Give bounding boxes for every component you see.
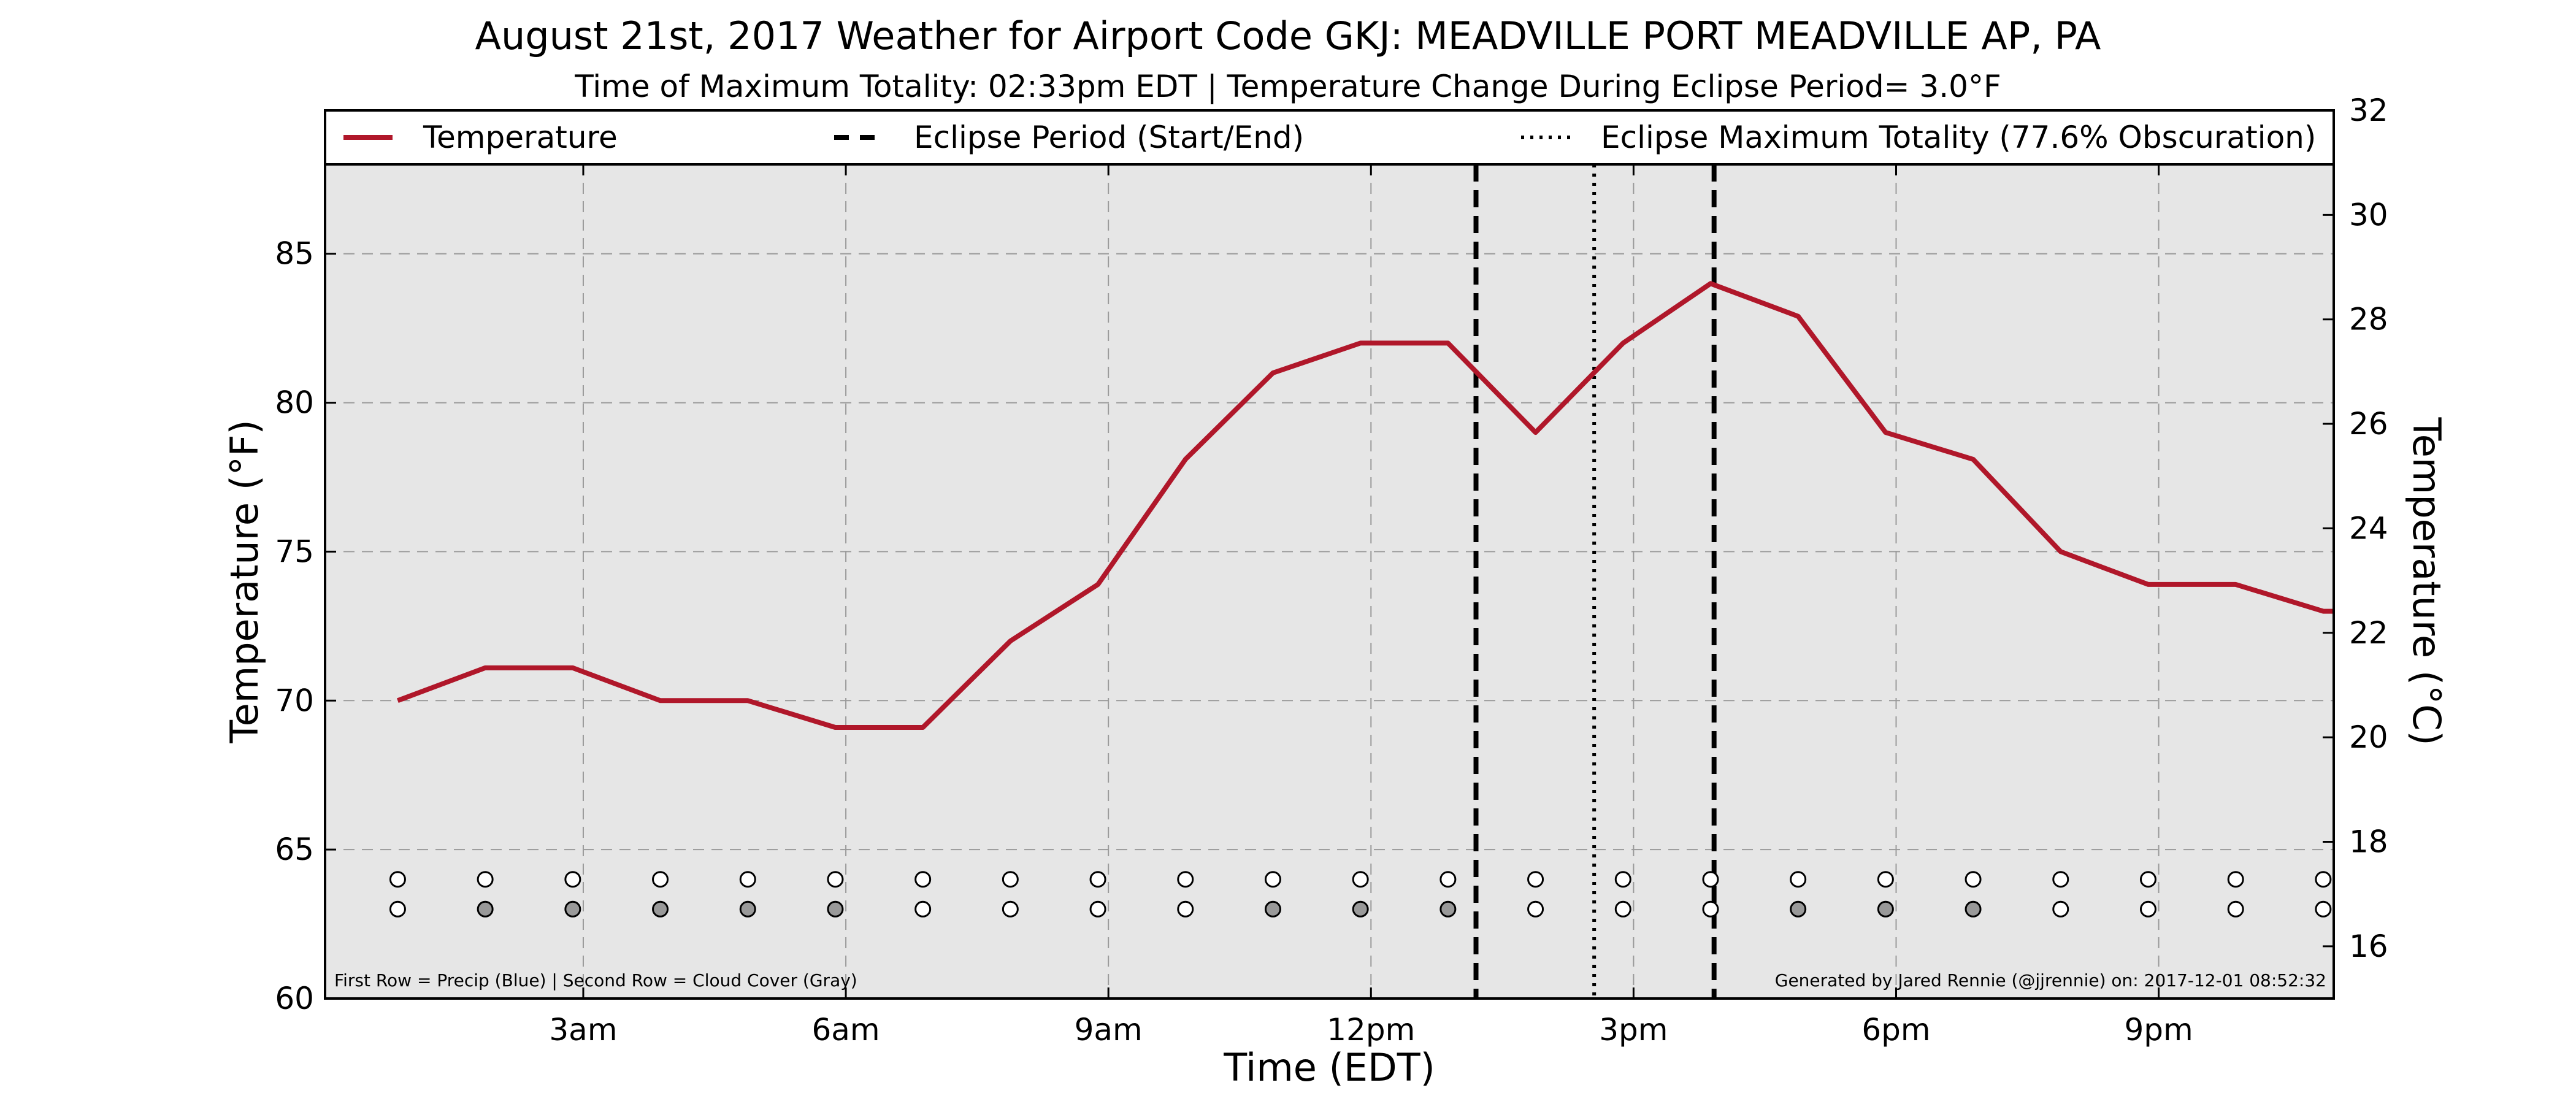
footnote-left: First Row = Precip (Blue) | Second Row =… [334,970,857,991]
cloud-cover-marker [2227,900,2244,918]
chart-subtitle: Time of Maximum Totality: 02:33pm EDT | … [574,69,2001,104]
legend: Temperature Eclipse Period (Start/End) E… [324,109,2335,166]
x-tick-label: 9pm [2124,1012,2193,1048]
precip-marker [2052,871,2069,888]
x-tick-label: 6am [811,1012,880,1048]
y-tick-label-right: 16 [2349,929,2388,964]
y-tick-label-right: 30 [2349,197,2388,232]
y-tick-label-right: 28 [2349,302,2388,337]
cloud-cover-marker [564,900,581,918]
precip-marker [2139,871,2156,888]
cloud-cover-marker [652,900,669,918]
temperature-series-line [396,281,2334,730]
x-axis-label: Time (EDT) [1223,1045,1435,1090]
y-tick-label-right: 18 [2349,824,2388,859]
precip-marker [1790,871,1807,888]
plot-area [325,164,2334,999]
precip-marker [1702,871,1719,888]
y-tick-label: 70 [275,683,314,718]
precip-marker [564,871,581,888]
cloud-cover-marker [1702,900,1719,918]
footnote-right: Generated by Jared Rennie (@jjrennie) on… [1775,970,2326,991]
precip-marker [389,871,406,888]
cloud-cover-marker [1002,900,1019,918]
legend-temperature-label: Temperature [423,120,618,155]
y-tick-label-right: 20 [2349,719,2388,755]
x-tick-label: 12pm [1327,1012,1415,1048]
cloud-cover-marker [1352,900,1369,918]
y-tick-label-right: 26 [2349,406,2388,442]
y-tick-label-right: 32 [2349,93,2388,128]
cloud-cover-marker [1264,900,1281,918]
precip-marker [1352,871,1369,888]
cloud-cover-marker [1965,900,1982,918]
precip-marker [1965,871,1982,888]
cloud-cover-marker [1614,900,1631,918]
precip-marker [1264,871,1281,888]
weather-markers [389,871,2332,918]
y-tick-label: 85 [275,236,314,272]
precip-marker [827,871,844,888]
cloud-cover-marker [2139,900,2156,918]
y-tick-label: 75 [275,534,314,569]
precip-marker [1614,871,1631,888]
precip-marker [2227,871,2244,888]
cloud-cover-marker [1177,900,1194,918]
cloud-cover-marker [1439,900,1457,918]
x-tick-label: 6pm [1861,1012,1930,1048]
precip-marker [914,871,932,888]
precip-marker [477,871,494,888]
x-tick-label: 3am [549,1012,617,1048]
eclipse-lines [1473,164,1717,999]
cloud-cover-marker [2052,900,2069,918]
cloud-cover-marker [1790,900,1807,918]
precip-marker [1177,871,1194,888]
legend-box [324,109,2335,166]
precip-marker [1002,871,1019,888]
cloud-cover-marker [2315,900,2332,918]
axis-ticks: 3am 6am 9am 12pm 3pm 6pm 9pm 60 65 70 75 80 85 16 18 20… [275,93,2388,1048]
legend-eclipse-max-label: Eclipse Maximum Totality (77.6% Obscurat… [1601,120,2316,155]
x-tick-label: 9am [1075,1012,1143,1048]
cloud-cover-marker [739,900,756,918]
cloud-cover-marker [477,900,494,918]
y-tick-label: 60 [275,981,314,1016]
cloud-cover-marker [389,900,406,918]
cloud-cover-marker [827,900,844,918]
cloud-cover-marker [1527,900,1544,918]
cloud-cover-marker [1877,900,1894,918]
y-tick-label: 80 [275,385,314,421]
x-tick-label: 3pm [1599,1012,1668,1048]
cloud-cover-marker [1089,900,1106,918]
y-tick-label-right: 22 [2349,615,2388,651]
precip-marker [652,871,669,888]
precip-marker [1527,871,1544,888]
precip-marker [1877,871,1894,888]
precip-marker [1439,871,1457,888]
chart-title: August 21st, 2017 Weather for Airport Co… [475,13,2101,58]
precip-marker [1089,871,1106,888]
y-tick-label: 65 [275,832,314,867]
y-axis-label-left: Temperature (°F) [222,420,267,743]
precip-marker [2315,871,2332,888]
precip-marker [739,871,756,888]
y-tick-label-right: 24 [2349,510,2388,546]
y-axis-label-right: Temperature (°C) [2404,416,2449,745]
legend-eclipse-period-label: Eclipse Period (Start/End) [914,120,1304,155]
series-layer [396,281,2334,730]
cloud-cover-marker [914,900,932,918]
